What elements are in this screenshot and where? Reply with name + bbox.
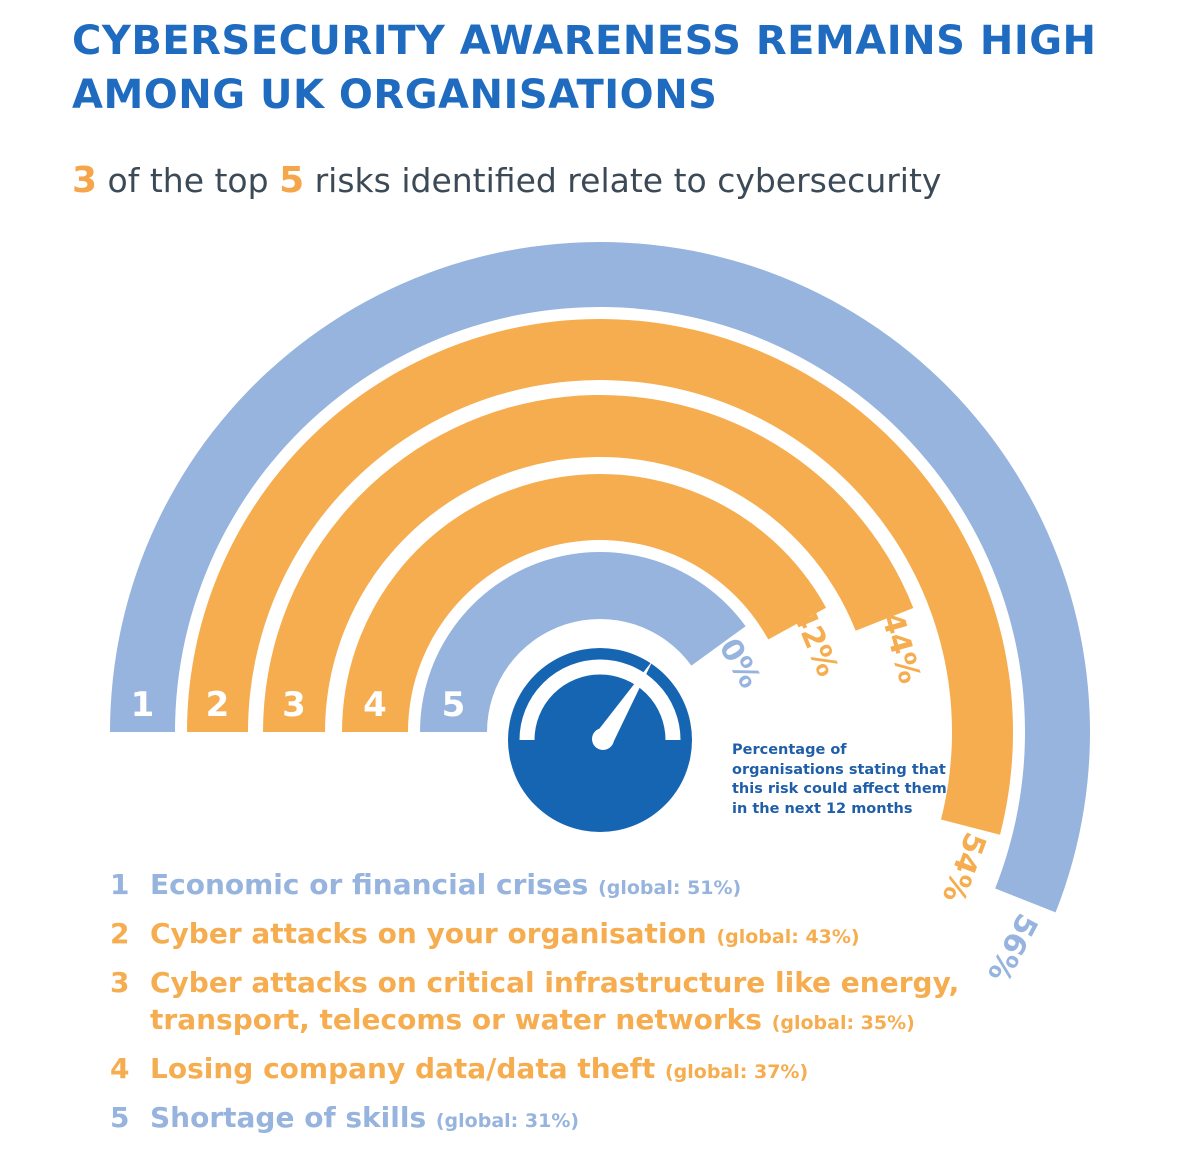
speedometer-icon <box>508 648 692 832</box>
legend-item-4: 4 Losing company data/data theft (global:… <box>110 1050 1010 1091</box>
arc-bar-3 <box>263 395 914 732</box>
legend-number: 5 <box>110 1101 130 1134</box>
value-label-3: 44% <box>874 609 927 688</box>
legend-number: 3 <box>110 966 130 999</box>
subtitle-number-3: 3 <box>72 160 98 201</box>
arc-bar-4 <box>342 474 827 732</box>
legend-label: Cyber attacks on critical infrastructure… <box>150 966 960 1036</box>
legend-item-2: 2 Cyber attacks on your organisation (glo… <box>110 915 1010 956</box>
legend-item-3: 3 Cyber attacks on critical infrastructur… <box>110 964 1010 1042</box>
legend-global-value: (global: 43%) <box>716 926 860 948</box>
subtitle: 3 of the top 5 risks identified relate t… <box>72 160 941 201</box>
value-label-5: 40% <box>701 615 767 695</box>
arc-number-2: 2 <box>206 685 230 725</box>
title-line-2: AMONG UK ORGANISATIONS <box>72 72 718 118</box>
chart-note: Percentage of organisations stating that… <box>732 742 947 817</box>
legend-label: Cyber attacks on your organisation (glob… <box>150 917 860 950</box>
title-line-1: CYBERSECURITY AWARENESS REMAINS HIGH <box>72 18 1097 64</box>
legend-number: 2 <box>110 917 130 950</box>
arc-bar-5 <box>420 552 746 732</box>
legend: 1 Economic or financial crises (global: 5… <box>110 866 1010 1148</box>
legend-number: 1 <box>110 868 130 901</box>
legend-label: Shortage of skills (global: 31%) <box>150 1101 580 1134</box>
arc-number-4: 4 <box>363 685 387 725</box>
subtitle-number-5: 5 <box>279 160 305 201</box>
arc-number-3: 3 <box>282 685 306 725</box>
legend-global-value: (global: 51%) <box>598 877 742 899</box>
legend-item-1: 1 Economic or financial crises (global: 5… <box>110 866 1010 907</box>
legend-label: Economic or financial crises (global: 51… <box>150 868 742 901</box>
legend-global-value: (global: 37%) <box>664 1061 809 1083</box>
page-title: CYBERSECURITY AWARENESS REMAINS HIGH AMO… <box>72 14 1172 122</box>
subtitle-text-1: of the top <box>97 161 280 200</box>
subtitle-text-2: risks identified relate to cybersecurity <box>304 161 942 200</box>
arc-number-5: 5 <box>442 685 466 725</box>
arc-number-1: 1 <box>131 685 155 725</box>
legend-global-value: (global: 35%) <box>771 1012 915 1034</box>
value-label-4: 42% <box>785 602 845 682</box>
legend-global-value: (global: 31%) <box>435 1110 580 1132</box>
legend-number: 4 <box>110 1052 130 1085</box>
legend-item-5: 5 Shortage of skills (global: 31%) <box>110 1099 1010 1140</box>
legend-label: Losing company data/data theft (global: … <box>150 1052 809 1085</box>
